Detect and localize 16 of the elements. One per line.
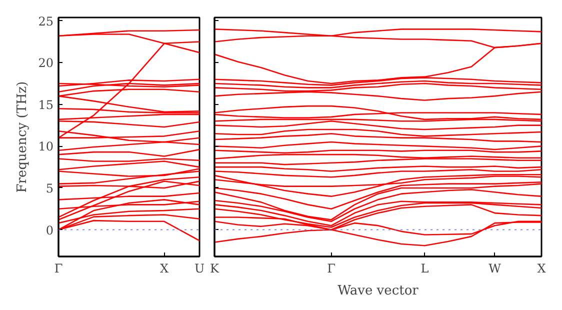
x-tick-label: X [160, 262, 169, 276]
y-tick-label: 25 [38, 14, 54, 28]
x-tick-label: Γ [327, 262, 336, 276]
x-tick-label: W [488, 262, 502, 276]
x-tick-label: X [537, 262, 546, 276]
y-tick-label: 10 [38, 140, 54, 154]
x-axis-title: Wave vector [338, 284, 420, 298]
y-tick-label: 5 [46, 181, 54, 196]
x-tick-label: K [210, 262, 220, 276]
x-tick-label: Γ [54, 262, 63, 276]
y-tick-label: 15 [38, 98, 54, 112]
x-tick-label: U [194, 262, 205, 276]
y-tick-label: 20 [38, 56, 54, 70]
y-axis-title: Frequency (THz) [15, 81, 30, 193]
x-tick-label: L [420, 262, 429, 276]
y-tick-label: 0 [46, 223, 54, 238]
